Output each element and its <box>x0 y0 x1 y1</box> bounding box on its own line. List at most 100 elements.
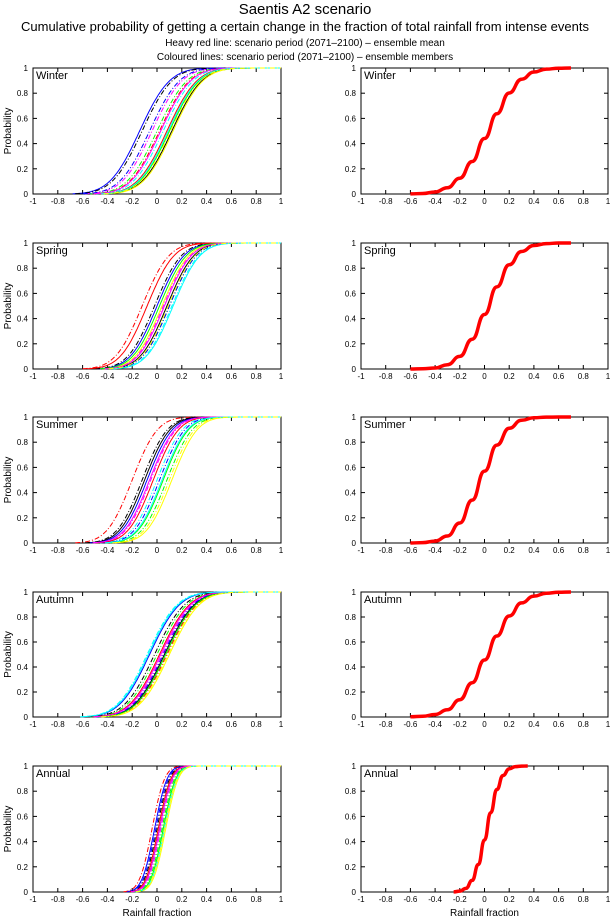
x-tick-label: 0.4 <box>201 372 213 381</box>
y-tick-label: 0.2 <box>17 688 29 697</box>
y-tick-label: 0.4 <box>17 140 29 149</box>
x-tick-label: -0.2 <box>453 197 467 206</box>
season-label: Autumn <box>364 594 402 606</box>
x-tick-label: -0.4 <box>428 197 442 206</box>
x-tick-label: -1 <box>357 372 365 381</box>
x-tick-label: 0.6 <box>226 720 238 729</box>
y-tick-label: 0.4 <box>17 838 29 847</box>
season-label: Annual <box>364 768 398 780</box>
x-tick-label: -0.6 <box>404 720 418 729</box>
x-axis-label: Rainfall fraction <box>123 908 192 918</box>
x-tick-label: 0 <box>155 720 160 729</box>
plot-frame <box>360 591 609 718</box>
x-tick-label: -0.8 <box>51 895 65 904</box>
panel-summer-members: -1 -0.8 -0.6 -0.4 -0.2 0 0.2 0.4 0.6 0.8 1 0 0.2 0.4 0… <box>3 413 284 555</box>
x-tick-label: 0.2 <box>176 720 188 729</box>
x-tick-label: 0.2 <box>176 197 188 206</box>
ensemble-member-line <box>95 591 281 718</box>
y-tick-label: 0.4 <box>345 663 357 672</box>
y-tick-label: 0 <box>24 713 29 722</box>
y-tick-label: 0.6 <box>345 463 357 472</box>
season-label: Spring <box>364 245 396 257</box>
ensemble-member-line <box>104 416 281 544</box>
x-tick-label: -0.6 <box>76 546 90 555</box>
ensemble-mean-line <box>410 415 571 545</box>
x-tick-label: -0.8 <box>379 197 393 206</box>
x-tick-label: -0.4 <box>428 372 442 381</box>
y-tick-label: 1 <box>24 413 29 422</box>
y-tick-label: 0 <box>352 713 357 722</box>
season-label: Summer <box>36 419 78 431</box>
x-tick-label: 0.4 <box>528 720 540 729</box>
y-tick-label: 0 <box>352 190 357 199</box>
x-tick-label: 1 <box>279 546 284 555</box>
plot-frame <box>360 416 609 544</box>
x-tick-label: 0.8 <box>578 197 590 206</box>
panel-summer-mean: -1 -0.8 -0.6 -0.4 -0.2 0 0.2 0.4 0.6 0.8 1 0 0.2 0.4 0… <box>345 413 611 555</box>
x-tick-label: -0.6 <box>76 895 90 904</box>
y-tick-label: 0.8 <box>17 89 29 98</box>
x-tick-label: 0.8 <box>578 372 590 381</box>
y-tick-label: 0.2 <box>345 340 357 349</box>
y-axis-label: Probability <box>3 631 14 678</box>
y-tick-label: 0.2 <box>345 863 357 872</box>
y-tick-label: 0.6 <box>345 812 357 821</box>
x-tick-label: 0.2 <box>504 546 516 555</box>
x-tick-label: 0 <box>482 197 487 206</box>
y-tick-label: 0 <box>352 888 357 897</box>
x-tick-label: -0.8 <box>379 895 393 904</box>
season-label: Spring <box>36 245 68 257</box>
x-tick-label: -0.4 <box>101 546 115 555</box>
x-tick-label: 1 <box>279 372 284 381</box>
y-axis-label: Probability <box>3 108 14 155</box>
x-tick-label: -1 <box>29 720 37 729</box>
ensemble-member-line <box>103 67 281 195</box>
legend-note-members: Coloured lines: scenario period (2071–21… <box>157 52 453 63</box>
x-tick-label: 1 <box>606 895 611 904</box>
x-axis-label: Rainfall fraction <box>450 908 519 918</box>
y-tick-label: 0.6 <box>17 463 29 472</box>
ensemble-member-line <box>112 242 281 370</box>
x-tick-label: 0.4 <box>201 546 213 555</box>
legend-note-mean: Heavy red line: scenario period (2071–21… <box>165 38 445 49</box>
x-tick-label: 0.8 <box>251 546 263 555</box>
plot-frame <box>32 67 282 195</box>
x-tick-label: 0.6 <box>226 895 238 904</box>
x-tick-label: 0 <box>482 720 487 729</box>
ensemble-member-line <box>102 416 281 544</box>
x-tick-label: 0.4 <box>201 895 213 904</box>
y-tick-label: 0.8 <box>345 89 357 98</box>
plot-frame <box>360 242 609 370</box>
x-tick-label: -0.4 <box>101 895 115 904</box>
y-tick-label: 0 <box>24 888 29 897</box>
x-tick-label: 1 <box>606 546 611 555</box>
x-tick-label: 0.2 <box>176 546 188 555</box>
x-tick-label: -0.8 <box>379 372 393 381</box>
x-tick-label: -0.6 <box>404 372 418 381</box>
x-tick-label: -0.6 <box>404 197 418 206</box>
y-tick-label: 0.6 <box>345 114 357 123</box>
y-tick-label: 0.8 <box>17 613 29 622</box>
y-tick-label: 0 <box>24 365 29 374</box>
x-tick-label: 0.2 <box>176 895 188 904</box>
x-tick-label: -0.8 <box>51 197 65 206</box>
x-tick-label: -1 <box>29 895 37 904</box>
x-tick-label: 0.4 <box>201 720 213 729</box>
x-tick-label: 1 <box>606 197 611 206</box>
x-tick-label: 0.4 <box>528 546 540 555</box>
x-tick-label: -0.6 <box>76 372 90 381</box>
x-tick-label: 0.2 <box>504 720 516 729</box>
x-tick-label: 0.4 <box>528 895 540 904</box>
panel-spring-members: -1 -0.8 -0.6 -0.4 -0.2 0 0.2 0.4 0.6 0.8 1 0 0.2 0.4 0… <box>3 239 284 381</box>
x-tick-label: -1 <box>29 372 37 381</box>
x-tick-label: 0.6 <box>553 895 565 904</box>
y-axis-label: Probability <box>3 283 14 330</box>
y-tick-label: 0.8 <box>17 264 29 273</box>
season-label: Annual <box>36 768 70 780</box>
x-tick-label: -0.4 <box>428 720 442 729</box>
x-tick-label: -0.6 <box>76 197 90 206</box>
x-tick-label: 1 <box>279 895 284 904</box>
y-tick-label: 0.6 <box>17 289 29 298</box>
x-tick-label: -0.2 <box>125 895 139 904</box>
